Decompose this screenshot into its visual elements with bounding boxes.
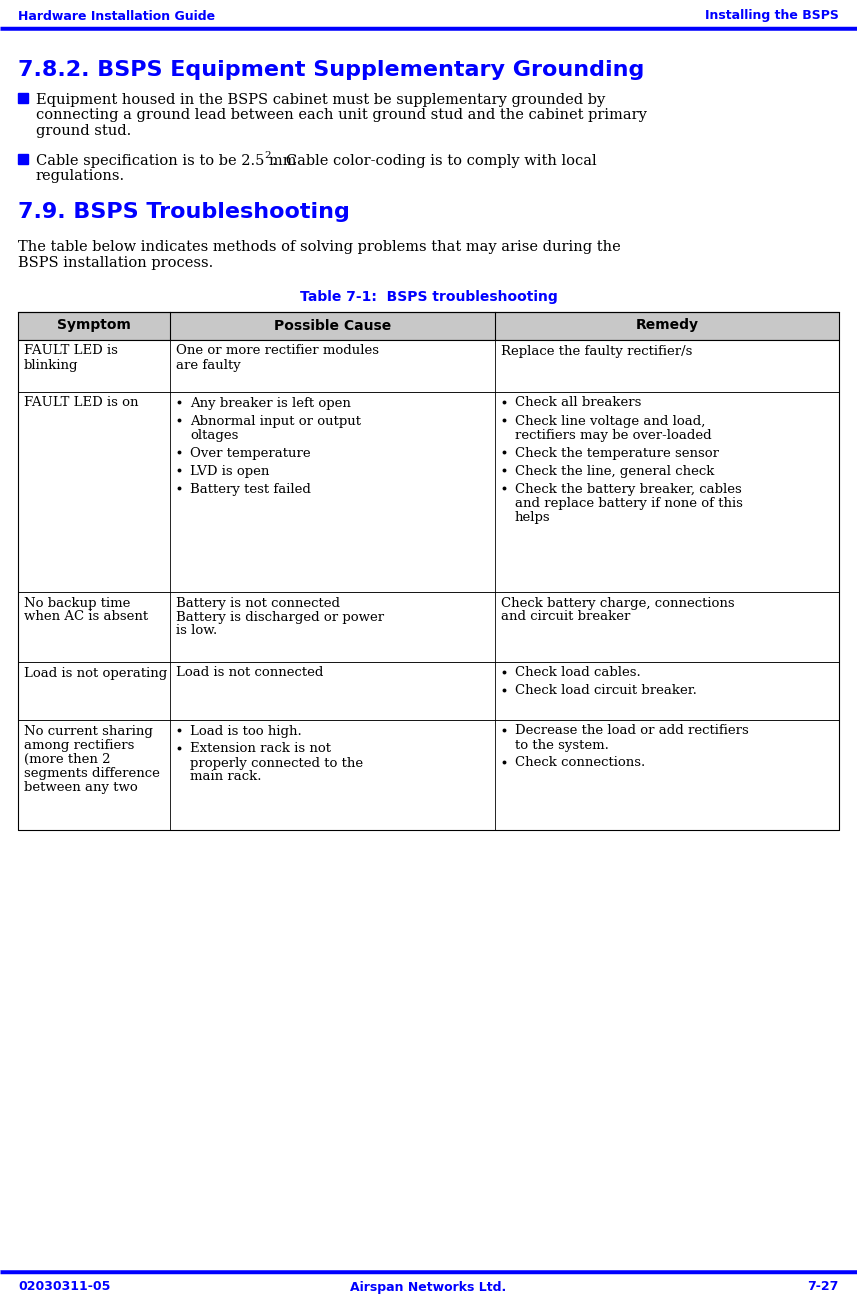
- Text: Installing the BSPS: Installing the BSPS: [705, 9, 839, 22]
- Text: .  Cable color-coding is to comply with local: . Cable color-coding is to comply with l…: [272, 153, 596, 168]
- Text: Remedy: Remedy: [636, 318, 698, 333]
- Text: Check battery charge, connections: Check battery charge, connections: [501, 597, 734, 610]
- Text: FAULT LED is on: FAULT LED is on: [24, 396, 139, 410]
- Text: Extension rack is not: Extension rack is not: [190, 742, 331, 755]
- Text: (more then 2: (more then 2: [24, 753, 111, 766]
- Text: between any two: between any two: [24, 780, 138, 793]
- Bar: [18, 339, 839, 391]
- Text: 7-27: 7-27: [807, 1280, 839, 1294]
- Text: BSPS installation process.: BSPS installation process.: [18, 256, 213, 270]
- Bar: [18, 592, 839, 662]
- Text: Replace the faulty rectifier/s: Replace the faulty rectifier/s: [501, 344, 692, 358]
- Bar: [18, 662, 839, 719]
- Text: 7.9. BSPS Troubleshooting: 7.9. BSPS Troubleshooting: [18, 203, 350, 222]
- Text: Equipment housed in the BSPS cabinet must be supplementary grounded by: Equipment housed in the BSPS cabinet mus…: [36, 94, 605, 107]
- Bar: [18, 391, 839, 592]
- Text: Any breaker is left open: Any breaker is left open: [190, 396, 351, 410]
- Text: properly connected to the: properly connected to the: [190, 757, 363, 770]
- Text: Airspan Networks Ltd.: Airspan Networks Ltd.: [351, 1280, 506, 1294]
- Text: 02030311-05: 02030311-05: [18, 1280, 111, 1294]
- Text: 2: 2: [264, 151, 271, 160]
- Text: One or more rectifier modules: One or more rectifier modules: [176, 344, 379, 358]
- Text: helps: helps: [515, 511, 551, 524]
- Text: ground stud.: ground stud.: [36, 124, 131, 138]
- Text: Symptom: Symptom: [57, 318, 131, 333]
- Text: oltages: oltages: [190, 429, 238, 442]
- Text: Battery is discharged or power: Battery is discharged or power: [176, 611, 384, 624]
- Text: No current sharing: No current sharing: [24, 724, 153, 737]
- Text: Battery test failed: Battery test failed: [190, 482, 311, 495]
- Text: Load is too high.: Load is too high.: [190, 724, 302, 737]
- Text: is low.: is low.: [176, 624, 218, 637]
- Text: Check load circuit breaker.: Check load circuit breaker.: [515, 685, 697, 698]
- Text: Check all breakers: Check all breakers: [515, 396, 641, 410]
- Bar: [18, 312, 839, 339]
- Text: Load is not connected: Load is not connected: [176, 667, 323, 680]
- Text: and replace battery if none of this: and replace battery if none of this: [515, 497, 743, 510]
- Text: Over temperature: Over temperature: [190, 446, 310, 459]
- Text: Hardware Installation Guide: Hardware Installation Guide: [18, 9, 215, 22]
- Text: main rack.: main rack.: [190, 771, 261, 784]
- Text: Check connections.: Check connections.: [515, 757, 645, 770]
- Text: Check the battery breaker, cables: Check the battery breaker, cables: [515, 482, 742, 495]
- Text: Abnormal input or output: Abnormal input or output: [190, 415, 361, 428]
- Text: among rectifiers: among rectifiers: [24, 738, 135, 751]
- Text: Possible Cause: Possible Cause: [274, 318, 391, 333]
- Text: Check line voltage and load,: Check line voltage and load,: [515, 415, 705, 428]
- Text: No backup time: No backup time: [24, 597, 130, 610]
- Text: LVD is open: LVD is open: [190, 464, 269, 477]
- Text: when AC is absent: when AC is absent: [24, 611, 148, 624]
- Text: segments difference: segments difference: [24, 767, 160, 780]
- Text: 7.8.2. BSPS Equipment Supplementary Grounding: 7.8.2. BSPS Equipment Supplementary Grou…: [18, 60, 644, 81]
- Text: and circuit breaker: and circuit breaker: [501, 611, 631, 624]
- Text: Check the temperature sensor: Check the temperature sensor: [515, 446, 719, 459]
- Text: Check the line, general check: Check the line, general check: [515, 464, 715, 477]
- Text: connecting a ground lead between each unit ground stud and the cabinet primary: connecting a ground lead between each un…: [36, 108, 647, 122]
- Text: rectifiers may be over-loaded: rectifiers may be over-loaded: [515, 429, 711, 442]
- Text: The table below indicates methods of solving problems that may arise during the: The table below indicates methods of sol…: [18, 240, 620, 255]
- Bar: [18, 153, 28, 164]
- Text: Check load cables.: Check load cables.: [515, 667, 641, 680]
- Text: Battery is not connected: Battery is not connected: [176, 597, 340, 610]
- Text: Decrease the load or add rectifiers: Decrease the load or add rectifiers: [515, 724, 749, 737]
- Text: are faulty: are faulty: [176, 359, 241, 372]
- Text: Load is not operating: Load is not operating: [24, 667, 167, 680]
- Bar: [18, 339, 839, 829]
- Text: Cable specification is to be 2.5 mm: Cable specification is to be 2.5 mm: [36, 153, 297, 168]
- Text: to the system.: to the system.: [515, 738, 608, 751]
- Text: blinking: blinking: [24, 359, 79, 372]
- Text: regulations.: regulations.: [36, 169, 125, 183]
- Bar: [18, 719, 839, 829]
- Text: FAULT LED is: FAULT LED is: [24, 344, 118, 358]
- Text: Table 7-1:  BSPS troubleshooting: Table 7-1: BSPS troubleshooting: [300, 290, 557, 303]
- Bar: [18, 94, 28, 103]
